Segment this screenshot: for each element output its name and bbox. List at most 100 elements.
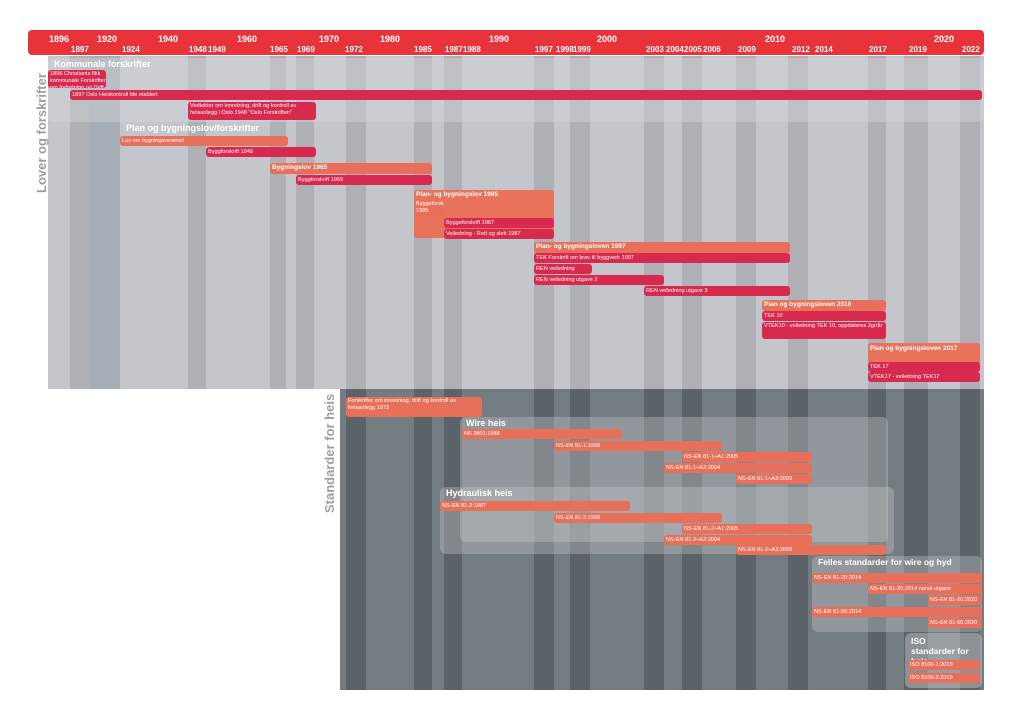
year-band-top: [928, 56, 960, 389]
year-band-top: [644, 56, 664, 389]
timeline-bar: Byggeforskrift 1985: [414, 200, 444, 216]
timeline-bar: NS-EN 81-20:2014 norsk utgave: [868, 584, 982, 594]
timeline-bar: VTEK17 - veiledning TEK17: [868, 372, 980, 382]
year-band-top: [70, 56, 90, 389]
group-title: Hydraulisk heis: [446, 488, 513, 498]
year-band-bottom: [828, 389, 868, 690]
year-label-1965: 1965: [270, 45, 288, 54]
timeline-bar: NS-EN 81-50:2014: [812, 607, 982, 617]
timeline-bar: NS-EN 81-2+A3:2009: [736, 545, 886, 555]
year-label-2009: 2009: [738, 45, 756, 54]
section-label-standards: Standarder for heis: [322, 393, 337, 513]
year-label-2017: 2017: [869, 45, 887, 54]
year-label-2006: 2006: [703, 45, 721, 54]
year-label-2010: 2010: [765, 34, 786, 44]
year-band-top: [702, 56, 736, 389]
year-label-1924: 1924: [122, 45, 140, 54]
timeline-bar: NS-EN 81-2+A2:2004: [664, 535, 812, 545]
timeline-bar: Vedtekter om innretning, drift og kontro…: [188, 102, 316, 120]
year-label-1896: 1896: [49, 34, 70, 44]
group-panel: Felles standarder for wire og hyd: [812, 556, 982, 632]
year-label-1988: 1988: [463, 45, 481, 54]
year-band-top: [736, 56, 756, 389]
year-label-2005: 2005: [684, 45, 702, 54]
year-band-bottom: [904, 389, 928, 690]
year-band-top: [664, 56, 682, 389]
timeline-bar: 1897 Oslo Heiskontroll ble etablert: [70, 90, 982, 100]
year-band-top: [286, 56, 296, 389]
year-label-1972: 1972: [345, 45, 363, 54]
timeline-bar: Plan og bygningsloven 2017: [868, 343, 980, 365]
timeline-bar: NS-EN 81-20:2014: [812, 573, 982, 583]
year-band-bottom: [366, 389, 414, 690]
year-band-bottom: [414, 389, 432, 690]
group-title: Wire heis: [466, 418, 506, 428]
year-band-top: [314, 56, 340, 389]
year-band-top: [570, 56, 590, 389]
year-band-bottom: [590, 389, 644, 690]
timeline-bar: TEK Forskrift om krav til byggverk 1997: [534, 253, 790, 263]
timeline-bar: Byggeforskrift 1987: [444, 218, 554, 228]
year-band-bottom: [444, 389, 462, 690]
group-title: Felles standarder for wire og hyd: [818, 557, 952, 567]
timeline-bar: Lov om bygningsvesenet: [120, 136, 288, 146]
timeline-bar: TEK 10: [762, 311, 886, 321]
year-band-top: [366, 56, 414, 389]
timeline-bar: Bygningslov 1965: [270, 163, 432, 174]
year-band-top: [138, 56, 188, 389]
timeline-bar: Veiledning - Rett og slett 1987: [444, 229, 554, 239]
group-title: Kommunale forskrifter: [54, 59, 151, 69]
timeline-bar: ISO 8100-1:2019: [908, 660, 980, 670]
timeline-bar: REN veiledning utgave 2: [534, 275, 664, 285]
timeline-bar: ISO 8100-2:2019: [908, 673, 980, 683]
year-band-top: [682, 56, 702, 389]
year-band-top: [980, 56, 984, 389]
year-band-bottom: [554, 389, 570, 690]
year-header-bar: [28, 30, 984, 55]
timeline-bar: TEK 17: [868, 362, 980, 372]
timeline-bar: VTEK10 - veiledning TEK 10, oppdateres 2…: [762, 322, 886, 339]
year-label-1920: 1920: [97, 34, 118, 44]
year-label-1969: 1969: [297, 45, 315, 54]
year-label-2019: 2019: [909, 45, 927, 54]
timeline-bar: Plan- og bygningsloven 1997: [534, 242, 790, 253]
timeline-bar: NS-EN 81-2+A1:2005: [682, 524, 812, 534]
group-title: Plan og bygningslov/forskrifter: [126, 123, 260, 133]
year-band-top: [886, 56, 904, 389]
timeline-bar: NS-EN 81-2:1987: [440, 501, 630, 511]
year-band-bottom: [928, 389, 960, 690]
year-band-top: [90, 56, 120, 389]
year-label-1990: 1990: [489, 34, 510, 44]
year-label-2003: 2003: [646, 45, 664, 54]
year-band-bottom: [340, 389, 346, 690]
year-label-1997: 1997: [535, 45, 553, 54]
year-label-1960: 1960: [237, 34, 258, 44]
year-label-1940: 1940: [158, 34, 179, 44]
year-label-1998: 1998: [556, 45, 574, 54]
timeline-bar: Byggforskrift 1969: [296, 175, 432, 185]
year-band-top: [340, 56, 346, 389]
year-band-top: [346, 56, 366, 389]
year-label-1948: 1948: [189, 45, 207, 54]
year-band-top: [296, 56, 314, 389]
year-label-2020: 2020: [934, 34, 955, 44]
timeline-bar: NS-EN 81-50:2020: [928, 618, 982, 628]
year-band-top: [960, 56, 980, 389]
timeline-bar: NS-EN 81-1+A2:2004: [664, 463, 812, 473]
timeline-bar: NS-EN 81-20:2020: [928, 595, 982, 605]
year-band-top: [590, 56, 644, 389]
year-band-bottom: [462, 389, 482, 690]
timeline-bar: NS-EN 81-1+A1:2005: [682, 452, 812, 462]
year-label-1970: 1970: [319, 34, 340, 44]
year-label-2004: 2004: [666, 45, 684, 54]
section-label-laws: Lover og forskrifter: [34, 73, 49, 193]
timeline-bar: Byggforskrift 1949: [206, 147, 316, 157]
year-band-bottom: [432, 389, 444, 690]
year-band-bottom: [980, 389, 984, 690]
year-label-1949: 1949: [208, 45, 226, 54]
timeline-bar: 1896 Christiania fikk kommunale Forskrif…: [48, 70, 106, 88]
timeline-bar: REN veiledning: [534, 264, 592, 274]
year-band-bottom: [482, 389, 534, 690]
year-label-1987: 1987: [445, 45, 463, 54]
